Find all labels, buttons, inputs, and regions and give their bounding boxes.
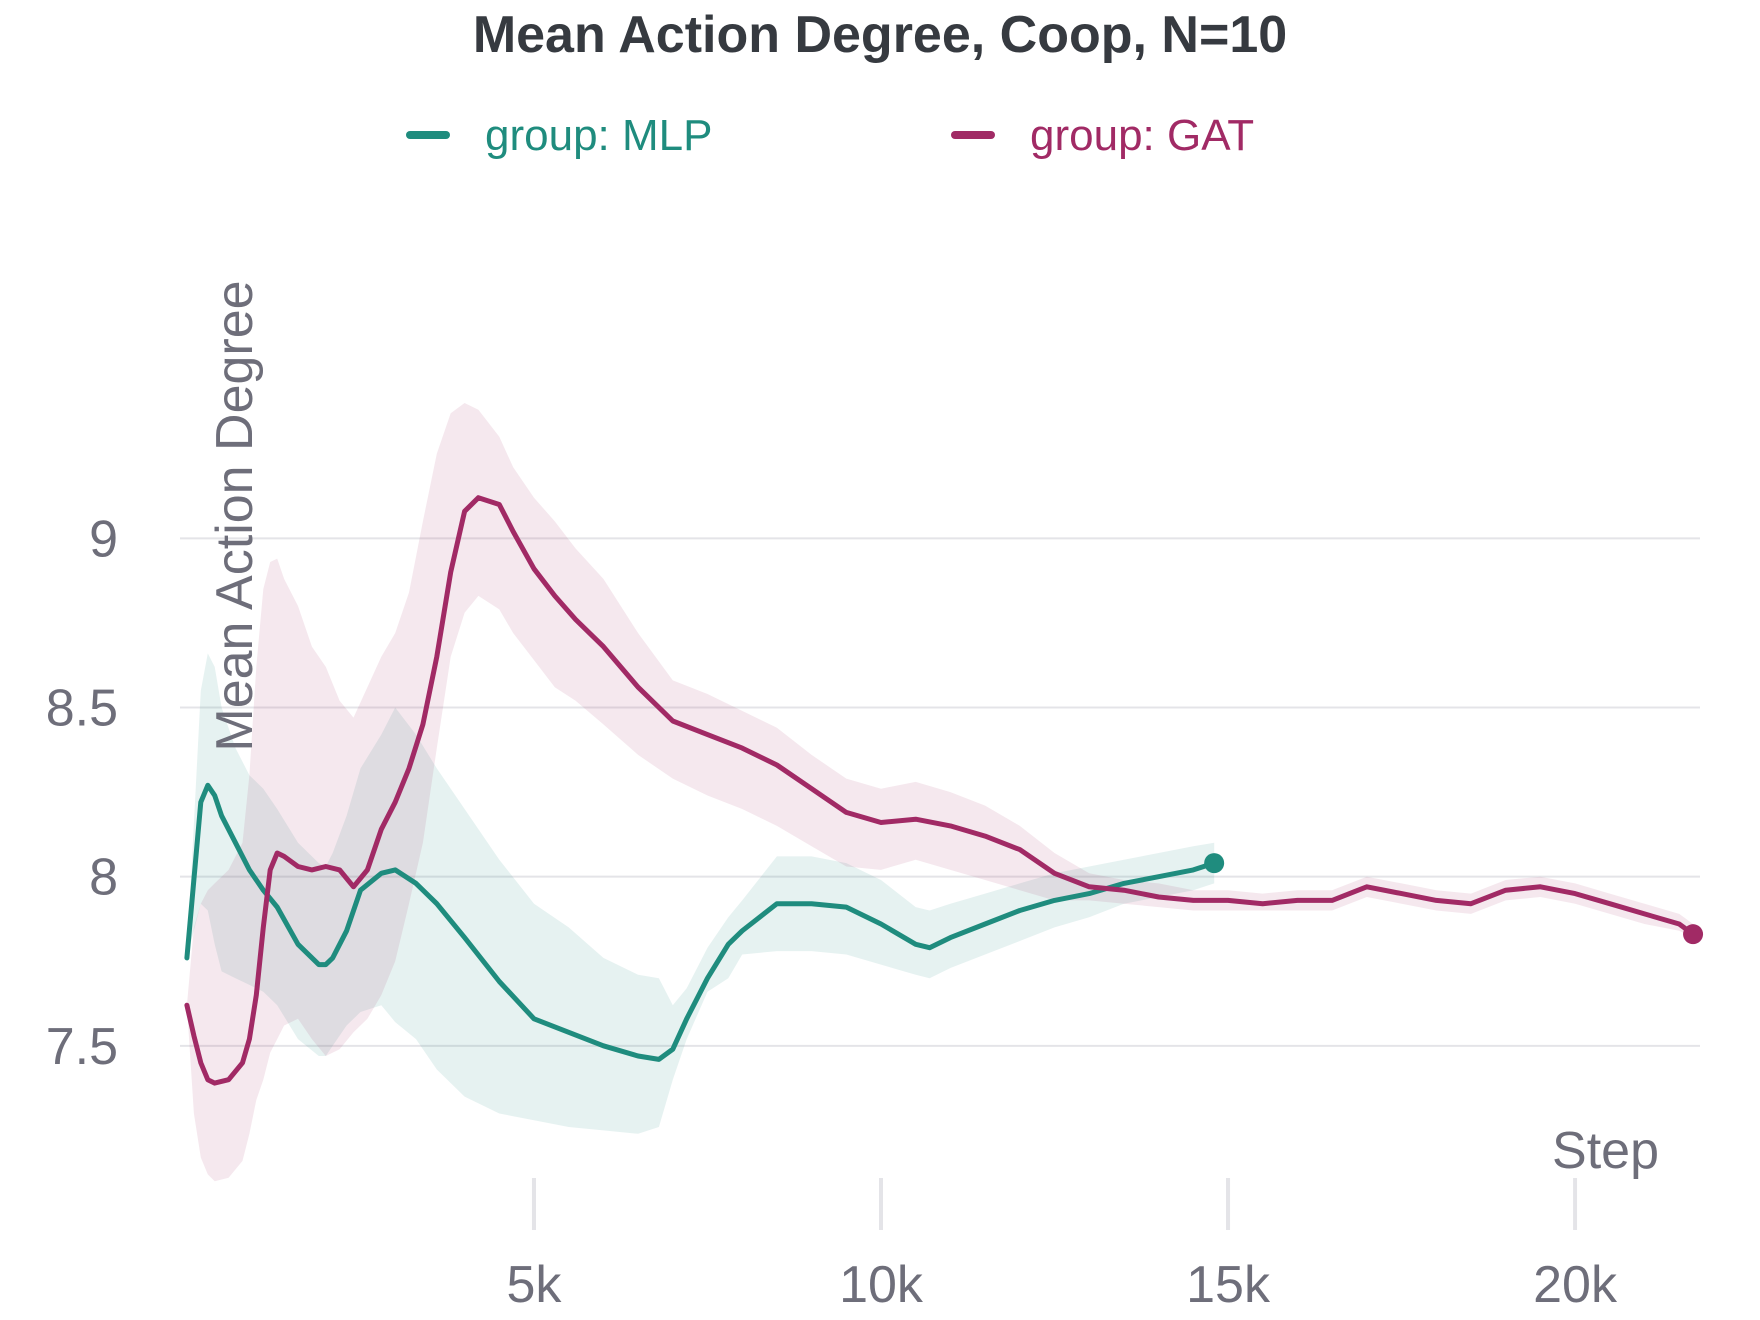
y-tick-label: 7.5 [46, 1018, 118, 1076]
x-tick-label: 10k [839, 1256, 924, 1314]
line-gat[interactable] [184, 495, 1696, 1086]
y-axis-label: Mean Action Degree [206, 280, 264, 751]
endpoint-mlp[interactable] [1204, 853, 1225, 874]
x-tick-label: 5k [507, 1256, 563, 1314]
legend-label: group: MLP [485, 111, 712, 160]
legend-label: group: GAT [1030, 111, 1254, 160]
y-tick-label: 8.5 [46, 680, 118, 738]
chart-title: Mean Action Degree, Coop, N=10 [473, 6, 1287, 64]
x-tick-label: 15k [1186, 1256, 1271, 1314]
band-gat [186, 403, 1694, 1182]
endpoint-gat[interactable] [1683, 924, 1704, 945]
line-mlp[interactable] [184, 782, 1217, 1062]
legend-item-mlp[interactable]: group: MLP [406, 111, 712, 160]
legend-item-gat[interactable]: group: GAT [951, 111, 1254, 160]
x-axis-label: Step [1552, 1122, 1659, 1180]
axis-ticks: 7.5 8 8.5 9 5k 10k 15k 20k [46, 510, 1618, 1314]
y-tick-label: 8 [89, 849, 118, 907]
confidence-bands [186, 403, 1694, 1182]
x-tick-label: 20k [1533, 1256, 1618, 1314]
gridlines [180, 537, 1700, 1047]
y-tick-label: 9 [89, 510, 118, 568]
legend[interactable]: group: MLP group: GAT [406, 111, 1254, 160]
series-lines [184, 495, 1704, 1086]
band-mlp [186, 653, 1215, 1134]
